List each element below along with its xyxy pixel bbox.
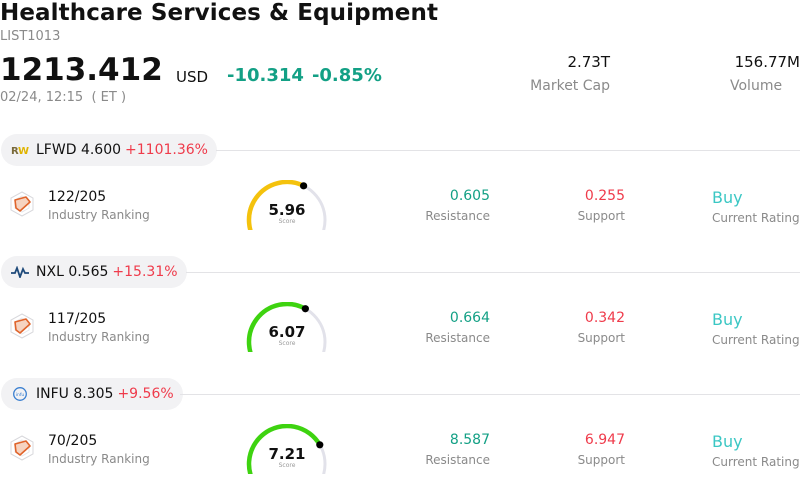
industry-ranking-label: Industry Ranking [48,330,150,344]
svg-text:W: W [18,146,29,156]
industry-ranking-value: 117/205 [48,311,107,327]
industry-ranking-label: Industry Ranking [48,452,150,466]
score-value: 7.21 [268,445,306,463]
industry-ranking-label: Industry Ranking [48,208,150,222]
volume-value: 156.77M [734,53,800,71]
stock-pill-infu[interactable]: infu INFU 8.305 +9.56% [1,378,183,410]
page-title: Healthcare Services & Equipment [0,0,439,26]
score-label: Score [278,462,296,469]
support-label: Support [577,331,625,345]
score-gauge [246,302,327,352]
ticker-price: 8.305 [73,386,114,402]
support-value: 6.947 [584,432,625,448]
resistance-value: 0.664 [449,310,490,326]
ticker-symbol: NXL [36,264,64,280]
rating-label: Current Rating [712,455,800,469]
ticker-price: 4.600 [80,142,122,158]
index-code: LIST1013 [0,29,61,44]
nxl-wave-logo-icon [11,265,29,279]
row-divider [186,272,800,273]
ticker-change-percent: +9.56% [117,386,174,402]
rating-value[interactable]: Buy [712,188,743,207]
resistance-label: Resistance [425,209,490,223]
gauge-fill [246,424,323,474]
market-cap-value: 2.73T [567,53,610,71]
currency-label: USD [176,68,209,86]
ticker-price: 0.565 [68,264,109,280]
infu-logo-icon: infu [11,387,29,401]
score-value: 5.96 [268,201,306,219]
svg-text:R: R [11,146,19,156]
industry-ranking-value: 70/205 [48,433,98,449]
timestamp: 02/24, 12:15 ( ET ) [0,90,127,105]
svg-text:infu: infu [16,392,25,398]
score-label: Score [278,218,296,225]
gauge-marker [300,182,308,190]
score-gauge [246,180,327,230]
stock-pill-nxl[interactable]: NXL 0.565 +15.31% [1,256,187,288]
score-gauge [246,424,327,474]
gauge-fill [246,302,308,352]
index-price: 1213.412 [0,52,163,88]
ranking-radar-icon [9,191,35,217]
support-value: 0.255 [584,188,625,204]
ticker-symbol: LFWD [36,142,77,158]
gauge-marker [301,305,309,313]
rating-label: Current Rating [712,333,800,347]
gauge-fill [246,180,306,230]
ticker-change-percent: +1101.36% [125,142,208,158]
score-value: 6.07 [268,323,306,341]
support-label: Support [577,209,625,223]
ticker-change-percent: +15.31% [112,264,178,280]
ranking-radar-icon [9,435,35,461]
score-label: Score [278,340,296,347]
row-divider [216,150,800,151]
change-percent: -0.85% [311,65,382,86]
resistance-value: 0.605 [449,188,490,204]
industry-ranking-value: 122/205 [48,189,107,205]
support-label: Support [577,453,625,467]
ticker-symbol: INFU [36,386,69,402]
ranking-radar-icon [9,313,35,339]
rating-label: Current Rating [712,211,800,225]
volume-label: Volume [730,78,783,94]
resistance-label: Resistance [425,453,490,467]
change-value: -10.314 [227,65,304,86]
resistance-value: 8.587 [449,432,490,448]
resistance-label: Resistance [425,331,490,345]
support-value: 0.342 [584,310,625,326]
rating-value[interactable]: Buy [712,310,743,329]
index-change: -10.314 -0.85% [227,65,382,86]
row-divider [180,394,800,395]
gauge-marker [316,441,324,449]
rating-value[interactable]: Buy [712,432,743,451]
market-cap-label: Market Cap [530,78,610,94]
